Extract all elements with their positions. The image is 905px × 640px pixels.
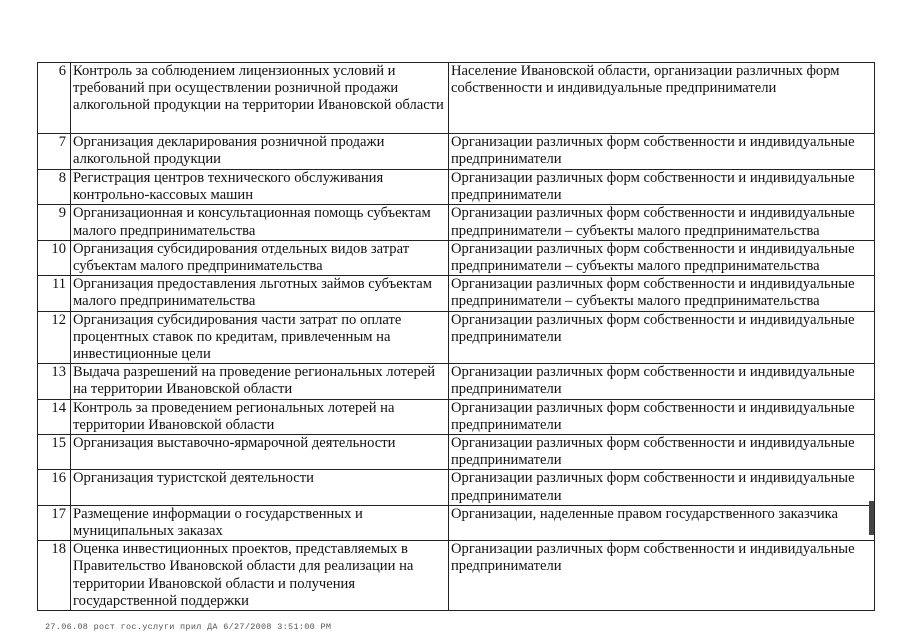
row-number: 11 — [37, 275, 71, 312]
table-row: 15 Организация выставочно-ярмарочной деят… — [37, 434, 875, 471]
recipients: Организации различных форм собственности… — [448, 168, 875, 206]
service-name: Выдача разрешений на проведение регионал… — [70, 363, 449, 400]
table-row: 13 Выдача разрешений на проведение регион… — [37, 363, 875, 400]
recipients: Организации, наделенные правом государст… — [448, 504, 875, 542]
row-number: 10 — [37, 239, 71, 277]
table-row: 8 Регистрация центров технического обслуж… — [37, 168, 875, 206]
service-name: Организация субсидирования отдельных вид… — [70, 239, 449, 277]
row-number: 14 — [37, 398, 71, 436]
recipients: Организации различных форм собственности… — [448, 540, 875, 612]
service-name: Регистрация центров технического обслужи… — [70, 168, 449, 206]
row-number: 12 — [37, 310, 71, 365]
row-number: 17 — [37, 504, 71, 542]
row-number: 8 — [37, 168, 71, 206]
service-name: Организация предоставления льготных займ… — [70, 275, 449, 312]
scan-artifact — [869, 501, 874, 535]
row-number: 16 — [37, 469, 71, 506]
recipients: Организации различных форм собственности… — [448, 363, 875, 400]
recipients: Организации различных форм собственности… — [448, 133, 875, 170]
services-table: 6 Контроль за соблюдением лицензионных ус… — [37, 62, 875, 612]
table-row: 12 Организация субсидирования части затра… — [37, 310, 875, 365]
service-name: Оценка инвестиционных проектов, представ… — [70, 540, 449, 612]
row-number: 9 — [37, 204, 71, 241]
row-number: 13 — [37, 363, 71, 400]
row-number: 18 — [37, 540, 71, 612]
table-row: 16 Организация туристской деятельности Орг… — [37, 469, 875, 506]
service-name: Организация субсидирования части затрат … — [70, 310, 449, 365]
table-row: 11 Организация предоставления льготных за… — [37, 275, 875, 312]
footer-stamp: 27.06.08 рост гос.услуги прил ДА 6/27/20… — [45, 622, 332, 632]
recipients: Организации различных форм собственности… — [448, 275, 875, 312]
table-row: 6 Контроль за соблюдением лицензионных ус… — [37, 62, 875, 134]
row-number: 7 — [37, 133, 71, 170]
service-name: Размещение информации о государственных … — [70, 504, 449, 542]
recipients: Население Ивановской области, организаци… — [448, 62, 875, 134]
row-number: 15 — [37, 434, 71, 471]
service-name: Организационная и консультационная помощ… — [70, 204, 449, 241]
service-name: Контроль за проведением региональных лот… — [70, 398, 449, 436]
service-name: Организация декларирования розничной про… — [70, 133, 449, 170]
recipients: Организации различных форм собственности… — [448, 398, 875, 436]
service-name: Контроль за соблюдением лицензионных усл… — [70, 62, 449, 134]
recipients: Организации различных форм собственности… — [448, 434, 875, 471]
table-row: 14 Контроль за проведением региональных л… — [37, 398, 875, 436]
table-row: 17 Размещение информации о государственны… — [37, 504, 875, 542]
table-row: 7 Организация декларирования розничной пр… — [37, 133, 875, 170]
row-number: 6 — [37, 62, 71, 134]
table-row: 10 Организация субсидирования отдельных в… — [37, 239, 875, 277]
recipients: Организации различных форм собственности… — [448, 204, 875, 241]
service-name: Организация выставочно-ярмарочной деятел… — [70, 434, 449, 471]
recipients: Организации различных форм собственности… — [448, 469, 875, 506]
table-row: 9 Организационная и консультационная помо… — [37, 204, 875, 241]
service-name: Организация туристской деятельности — [70, 469, 449, 506]
table-row: 18 Оценка инвестиционных проектов, предст… — [37, 540, 875, 612]
recipients: Организации различных форм собственности… — [448, 310, 875, 365]
recipients: Организации различных форм собственности… — [448, 239, 875, 277]
